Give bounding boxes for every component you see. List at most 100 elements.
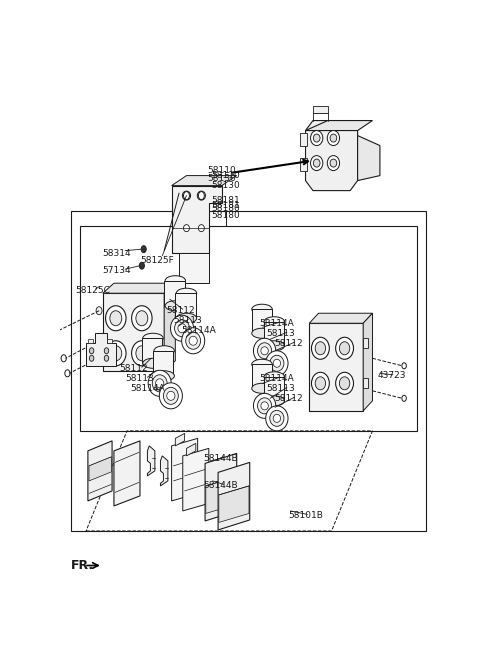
Ellipse shape — [148, 370, 171, 396]
Polygon shape — [172, 176, 237, 186]
Bar — [81, 226, 417, 431]
Ellipse shape — [270, 356, 284, 371]
Ellipse shape — [106, 341, 126, 366]
Text: 58114A: 58114A — [259, 318, 294, 328]
Text: 58113: 58113 — [266, 384, 295, 393]
Polygon shape — [103, 293, 164, 370]
Ellipse shape — [252, 384, 272, 393]
Polygon shape — [309, 313, 372, 323]
Circle shape — [183, 192, 190, 200]
Polygon shape — [172, 186, 222, 254]
Text: 58113: 58113 — [173, 317, 202, 325]
Ellipse shape — [197, 191, 205, 200]
Ellipse shape — [106, 306, 126, 331]
Ellipse shape — [143, 358, 163, 369]
Ellipse shape — [136, 311, 148, 326]
Polygon shape — [206, 477, 236, 514]
Ellipse shape — [163, 387, 178, 404]
Ellipse shape — [154, 370, 174, 381]
Ellipse shape — [176, 288, 197, 298]
Bar — [300, 158, 307, 170]
Circle shape — [198, 192, 204, 200]
Ellipse shape — [315, 377, 325, 390]
Ellipse shape — [176, 313, 197, 323]
Ellipse shape — [253, 338, 276, 363]
Ellipse shape — [110, 346, 122, 361]
Ellipse shape — [312, 372, 329, 395]
Ellipse shape — [273, 359, 281, 367]
Polygon shape — [183, 448, 209, 511]
Text: FR.: FR. — [71, 560, 94, 573]
Circle shape — [104, 356, 109, 361]
Polygon shape — [160, 456, 168, 486]
Ellipse shape — [336, 337, 353, 359]
Ellipse shape — [143, 333, 163, 343]
Bar — [175, 293, 196, 318]
Text: 58112: 58112 — [274, 394, 302, 403]
Ellipse shape — [152, 375, 167, 392]
Bar — [142, 338, 162, 363]
Ellipse shape — [170, 315, 193, 341]
Circle shape — [104, 348, 109, 354]
Ellipse shape — [175, 320, 190, 337]
Text: 58110: 58110 — [207, 166, 236, 175]
Text: 58114A: 58114A — [131, 384, 166, 393]
Polygon shape — [88, 441, 112, 501]
Circle shape — [89, 356, 94, 361]
Ellipse shape — [136, 346, 148, 361]
Polygon shape — [89, 457, 111, 481]
Bar — [71, 211, 426, 531]
Ellipse shape — [156, 379, 164, 388]
Polygon shape — [309, 323, 363, 411]
Ellipse shape — [182, 191, 191, 200]
Polygon shape — [358, 136, 380, 181]
Polygon shape — [114, 441, 140, 506]
Ellipse shape — [330, 159, 337, 167]
Ellipse shape — [311, 131, 323, 146]
Text: 58314: 58314 — [103, 249, 132, 257]
Text: 58180: 58180 — [211, 203, 240, 213]
Text: 58110
58130: 58110 58130 — [211, 171, 240, 190]
Ellipse shape — [252, 304, 272, 314]
Ellipse shape — [266, 406, 288, 431]
Ellipse shape — [261, 346, 268, 355]
Ellipse shape — [186, 332, 201, 349]
Bar — [252, 364, 272, 388]
Ellipse shape — [270, 410, 284, 426]
Ellipse shape — [165, 301, 186, 311]
Text: 58125C: 58125C — [75, 286, 110, 295]
Bar — [252, 309, 272, 333]
Ellipse shape — [264, 396, 285, 406]
Text: 58113: 58113 — [266, 329, 295, 338]
Ellipse shape — [167, 391, 175, 400]
Ellipse shape — [313, 159, 320, 167]
Text: 43723: 43723 — [378, 371, 407, 380]
Text: 58112: 58112 — [166, 306, 195, 315]
Text: 58112: 58112 — [274, 339, 302, 348]
Ellipse shape — [273, 414, 281, 422]
Ellipse shape — [154, 346, 174, 356]
Ellipse shape — [258, 343, 272, 359]
Circle shape — [89, 348, 94, 354]
Polygon shape — [305, 120, 372, 131]
Ellipse shape — [165, 276, 186, 286]
Ellipse shape — [198, 225, 204, 231]
Ellipse shape — [189, 336, 197, 345]
Polygon shape — [172, 438, 198, 501]
Ellipse shape — [264, 317, 285, 327]
Bar — [264, 322, 284, 346]
Circle shape — [141, 246, 146, 253]
Ellipse shape — [327, 155, 339, 170]
Polygon shape — [218, 462, 250, 530]
Ellipse shape — [159, 383, 182, 409]
Bar — [313, 105, 328, 113]
Ellipse shape — [252, 359, 272, 369]
Polygon shape — [103, 283, 175, 293]
Text: 58125F: 58125F — [140, 256, 174, 265]
Bar — [264, 377, 284, 401]
Ellipse shape — [258, 398, 272, 414]
Ellipse shape — [261, 402, 268, 410]
Text: 58181
58180: 58181 58180 — [211, 201, 240, 220]
Bar — [153, 351, 173, 376]
Bar — [363, 338, 368, 348]
